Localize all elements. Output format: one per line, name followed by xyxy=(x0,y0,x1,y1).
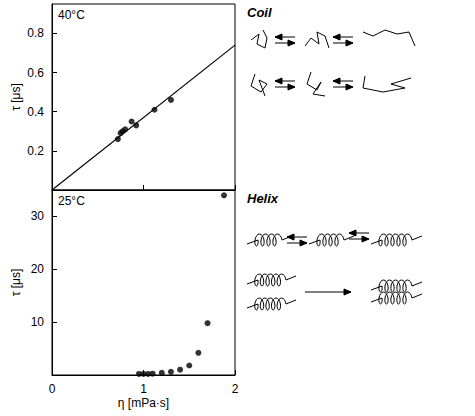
svg-text:10: 10 xyxy=(31,315,45,329)
svg-text:0.2: 0.2 xyxy=(27,144,44,158)
svg-text:Coil: Coil xyxy=(247,5,272,20)
svg-text:40°C: 40°C xyxy=(58,8,85,22)
svg-text:0: 0 xyxy=(49,382,56,396)
svg-text:0.8: 0.8 xyxy=(27,26,44,40)
svg-text:0.6: 0.6 xyxy=(27,66,44,80)
svg-text:τ [μs]: τ [μs] xyxy=(9,269,23,297)
svg-text:τ [μs]: τ [μs] xyxy=(9,83,23,111)
svg-text:2: 2 xyxy=(232,382,239,396)
svg-text:0.4: 0.4 xyxy=(27,105,44,119)
svg-text:η [mPa·s]: η [mPa·s] xyxy=(118,396,169,410)
svg-text:20: 20 xyxy=(31,262,45,276)
svg-text:30: 30 xyxy=(31,209,45,223)
svg-text:Helix: Helix xyxy=(247,191,279,206)
svg-text:1: 1 xyxy=(140,382,147,396)
svg-text:25°C: 25°C xyxy=(58,194,85,208)
